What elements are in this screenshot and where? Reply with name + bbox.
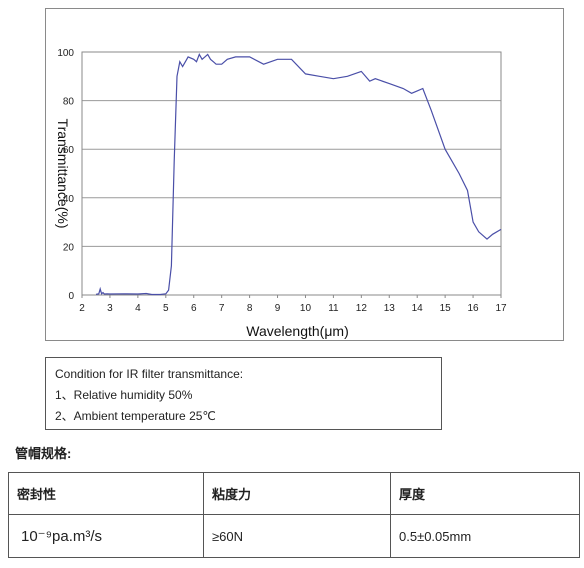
x-tick-label: 11 xyxy=(328,303,339,314)
x-tick-label: 8 xyxy=(247,303,253,314)
x-tick-label: 4 xyxy=(135,303,141,314)
x-tick-label: 17 xyxy=(495,303,507,314)
condition-heading: Condition for IR filter transmittance: xyxy=(55,367,244,381)
cell-sealing: 10⁻⁹pa.m³/s xyxy=(8,514,204,558)
table-header-row: 密封性 粘度力 厚度 xyxy=(8,472,580,515)
header-sealing: 密封性 xyxy=(8,472,204,515)
x-tick-label: 5 xyxy=(163,303,169,314)
x-tick-label: 14 xyxy=(412,303,424,314)
spec-table: 密封性 粘度力 厚度 10⁻⁹pa.m³/s ≥60N 0.5±0.05mm xyxy=(8,472,580,558)
x-tick-label: 13 xyxy=(384,303,396,314)
spec-heading: 管帽规格: xyxy=(15,446,72,461)
condition-humidity: 1、Relative humidity 50% xyxy=(55,388,193,402)
x-tick-label: 9 xyxy=(275,303,281,314)
grid-lines xyxy=(82,51,501,296)
condition-temperature: 2、Ambient temperature 25℃ xyxy=(55,409,216,423)
cell-thickness: 0.5±0.05mm xyxy=(390,514,580,558)
x-tick-label: 3 xyxy=(107,303,113,314)
x-axis-title: Wavelength(μm) xyxy=(246,323,348,339)
y-tick-label: 100 xyxy=(57,48,74,59)
header-thickness: 厚度 xyxy=(390,472,580,515)
y-tick-label: 60 xyxy=(63,145,75,156)
x-tick-label: 7 xyxy=(219,303,225,314)
x-tick-label: 12 xyxy=(356,303,368,314)
y-tick-label: 40 xyxy=(63,194,75,205)
x-tick-labels: 2 3 4 5 6 7 8 9 10 11 12 13 14 15 16 17 xyxy=(79,295,507,314)
chart-frame: 0 20 40 60 80 100 2 3 4 5 6 7 8 9 10 11 12 13 14 15 16 17 Tr… xyxy=(45,8,564,341)
x-tick-label: 6 xyxy=(191,303,197,314)
y-tick-labels: 0 20 40 60 80 100 xyxy=(57,48,74,302)
x-tick-label: 10 xyxy=(300,303,312,314)
y-axis-title: Transmittance(%) xyxy=(55,119,71,229)
x-tick-label: 16 xyxy=(468,303,480,314)
transmittance-line xyxy=(95,53,502,296)
x-tick-label: 15 xyxy=(440,303,452,314)
table-row: 10⁻⁹pa.m³/s ≥60N 0.5±0.05mm xyxy=(8,514,580,558)
y-tick-label: 0 xyxy=(68,291,74,302)
plot-area xyxy=(81,51,502,296)
condition-box: Condition for IR filter transmittance: 1… xyxy=(45,357,442,430)
header-adhesion: 粘度力 xyxy=(203,472,391,515)
y-tick-label: 80 xyxy=(63,97,75,108)
cell-adhesion: ≥60N xyxy=(203,514,391,558)
x-tick-label: 2 xyxy=(79,303,85,314)
transmittance-chart: 0 20 40 60 80 100 2 3 4 5 6 7 8 9 10 11 12 13 14 15 16 17 Tr… xyxy=(55,48,507,339)
y-tick-label: 20 xyxy=(63,242,75,253)
